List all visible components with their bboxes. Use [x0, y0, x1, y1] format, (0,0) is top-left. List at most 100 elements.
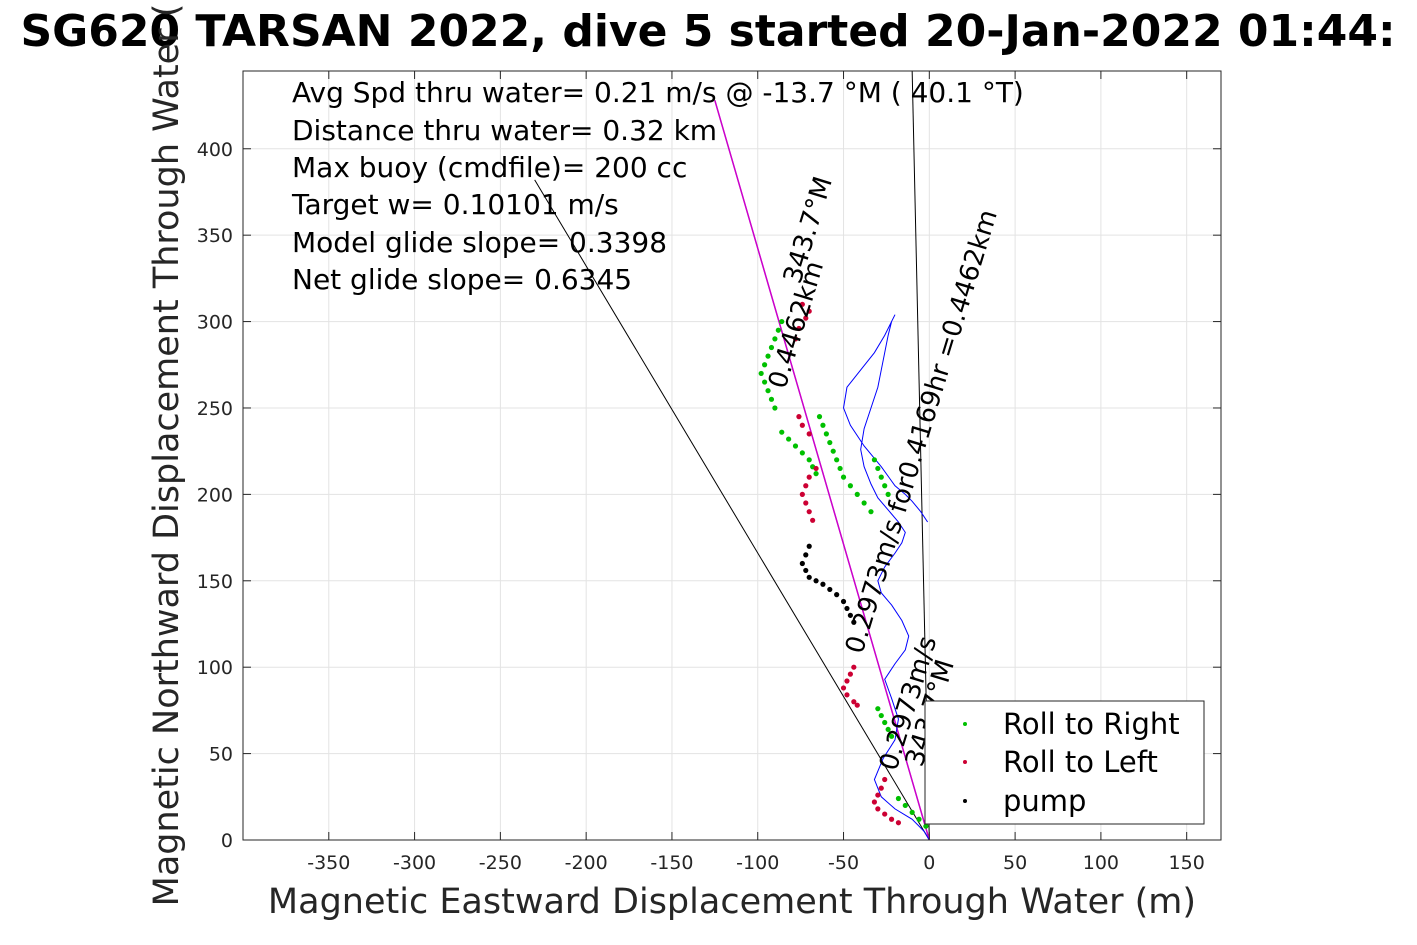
data-point	[882, 483, 888, 489]
data-point	[878, 712, 884, 719]
data-point	[823, 431, 829, 437]
data-point	[844, 692, 850, 698]
data-point	[851, 619, 857, 625]
legend-marker-pump	[963, 799, 967, 803]
x-tick-label: -50	[828, 852, 859, 874]
data-point	[775, 327, 781, 333]
data-point	[909, 809, 915, 815]
data-point	[844, 678, 850, 684]
data-point	[882, 811, 888, 817]
y-tick-label: 300	[197, 312, 233, 334]
series-roll-to-right	[758, 318, 929, 829]
legend-label-pump: pump	[1003, 784, 1086, 818]
data-point	[765, 388, 771, 394]
plot-frame	[242, 70, 1222, 841]
reference-line	[534, 179, 930, 841]
data-point	[916, 816, 922, 822]
x-tick-label: 50	[1003, 852, 1027, 874]
data-point	[847, 483, 853, 489]
data-point	[813, 578, 819, 584]
annotation-distance: Distance thru water= 0.32 km	[292, 114, 717, 147]
track-line	[843, 314, 930, 841]
data-point	[875, 806, 881, 812]
data-point	[799, 560, 805, 567]
y-tick-label: 150	[197, 571, 233, 593]
data-point	[799, 450, 805, 456]
data-point	[762, 379, 768, 385]
data-point	[813, 465, 819, 472]
data-point	[875, 792, 881, 798]
y-ticks: 0 50 100 150 200 250 300 350 400	[197, 139, 1221, 852]
chart-title: SG620 TARSAN 2022, dive 5 started 20-Jan…	[20, 6, 1395, 57]
data-point	[827, 586, 833, 593]
data-point	[844, 605, 850, 612]
y-tick-label: 250	[197, 398, 233, 420]
series-pump	[799, 543, 857, 625]
data-point	[806, 308, 812, 314]
data-point	[923, 823, 929, 829]
x-tick-label: -100	[736, 852, 779, 874]
x-tick-label: -300	[393, 852, 436, 874]
data-point	[796, 414, 802, 420]
data-point	[768, 344, 775, 351]
data-point	[799, 301, 805, 307]
legend: Roll to Right Roll to Left pump	[924, 700, 1205, 825]
data-point	[882, 776, 888, 783]
data-point	[878, 474, 884, 480]
data-point	[878, 785, 884, 791]
y-tick-label: 0	[221, 830, 233, 852]
data-point	[861, 500, 867, 506]
data-point	[847, 671, 853, 677]
data-point	[875, 465, 881, 472]
data-point	[803, 483, 809, 489]
data-point	[840, 474, 847, 480]
data-point	[888, 733, 895, 739]
legend-box	[924, 700, 1205, 825]
data-point	[902, 802, 908, 809]
data-points	[758, 301, 929, 829]
data-point	[834, 592, 840, 598]
data-point	[840, 685, 847, 691]
annotation-model-glide: Model glide slope= 0.3398	[292, 226, 667, 259]
data-point	[840, 598, 847, 605]
data-point	[803, 567, 809, 574]
x-ticks: -350 -300 -250 -200 -150 -100 -50 0 50 100 150	[307, 71, 1205, 874]
data-point	[779, 318, 785, 325]
data-point	[882, 719, 888, 726]
track-path	[843, 314, 930, 841]
data-point	[851, 664, 857, 670]
series-roll-to-left	[792, 301, 902, 826]
data-point	[854, 491, 860, 497]
data-point	[895, 795, 902, 802]
data-point	[762, 362, 768, 368]
x-tick-label: 150	[1169, 852, 1205, 874]
data-point	[806, 574, 812, 580]
x-tick-label: -150	[650, 852, 693, 874]
data-point	[758, 370, 764, 377]
data-point	[851, 699, 857, 705]
data-point	[837, 465, 843, 472]
data-point	[847, 612, 853, 618]
y-tick-label: 100	[197, 657, 233, 679]
data-point	[792, 336, 799, 342]
data-point	[834, 457, 840, 463]
data-point	[816, 414, 823, 420]
data-point	[854, 702, 860, 708]
data-point	[885, 491, 891, 497]
data-point	[871, 799, 878, 805]
data-point	[875, 706, 881, 712]
data-point	[830, 448, 836, 454]
data-point	[806, 431, 812, 437]
data-point	[895, 820, 902, 826]
x-axis-label: Magnetic Eastward Displacement Through W…	[268, 882, 1196, 922]
data-point	[799, 422, 805, 428]
data-point	[799, 491, 805, 497]
data-point	[768, 396, 775, 402]
data-point	[779, 429, 785, 435]
data-point	[813, 471, 819, 477]
legend-marker-roll-right	[963, 722, 967, 726]
legend-label-roll-right: Roll to Right	[1003, 707, 1180, 741]
data-point	[772, 336, 778, 342]
data-point	[803, 315, 809, 321]
y-tick-label: 350	[197, 225, 233, 247]
